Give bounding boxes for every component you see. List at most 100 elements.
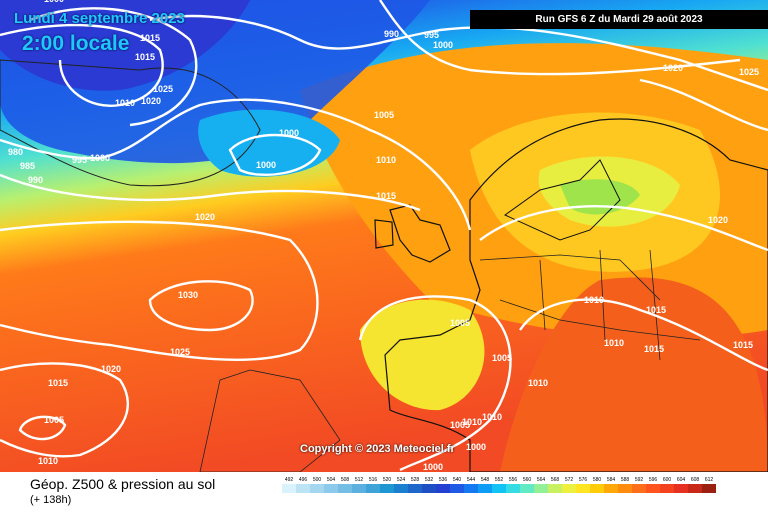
copyright-notice: Copyright © 2023 Meteociel.fr [300, 443, 455, 455]
isobar [29, 7, 198, 127]
scale-value: 520 [382, 477, 392, 483]
country-borders [479, 249, 701, 361]
scale-step: 556 [506, 476, 520, 493]
europe-coastline [384, 118, 768, 472]
isobar-label: 1010 [38, 456, 58, 466]
scale-step: 508 [338, 476, 352, 493]
scandinavia-coastline [504, 159, 621, 241]
geopotential-field-iberia [360, 299, 485, 411]
isobar-label: 995 [72, 155, 87, 165]
scale-value: 600 [662, 477, 672, 483]
isobar-label: 1005 [374, 110, 394, 120]
scale-swatch [548, 484, 562, 493]
isobar-label: 1005 [44, 415, 64, 425]
isobar-label: 1000 [433, 40, 453, 50]
scale-swatch [310, 484, 324, 493]
isobar-label: 1015 [135, 52, 155, 62]
scale-value: 524 [396, 477, 406, 483]
scale-swatch [576, 484, 590, 493]
isobar-label: 1025 [153, 84, 173, 94]
isobar [379, 0, 741, 76]
scale-value: 540 [452, 477, 462, 483]
scale-value: 584 [606, 477, 616, 483]
scale-value: 512 [354, 477, 364, 483]
scale-value: 596 [648, 477, 658, 483]
isobar-label: 1000 [466, 442, 486, 452]
isobar [358, 295, 512, 472]
isobar-label: 1000 [44, 0, 64, 4]
scale-swatch [380, 484, 394, 493]
scale-step: 504 [324, 476, 338, 493]
scale-step: 524 [394, 476, 408, 493]
scale-value: 532 [424, 477, 434, 483]
scale-value: 572 [564, 477, 574, 483]
scale-step: 528 [408, 476, 422, 493]
isobar-label: 990 [28, 175, 43, 185]
scale-step: 584 [604, 476, 618, 493]
scale-step: 576 [576, 476, 590, 493]
isobar-label: 1015 [644, 344, 664, 354]
isobar-label: 995 [424, 30, 439, 40]
isobar-label: 1000 [423, 462, 443, 472]
scale-step: 552 [492, 476, 506, 493]
scale-value: 492 [284, 477, 294, 483]
scale-swatch [422, 484, 436, 493]
scale-value: 592 [634, 477, 644, 483]
scale-value: 528 [410, 477, 420, 483]
scale-value: 564 [536, 477, 546, 483]
forecast-date: Lundi 4 septembre 2023 [14, 10, 185, 27]
scale-step: 548 [478, 476, 492, 493]
scale-step: 568 [548, 476, 562, 493]
scale-value: 552 [494, 477, 504, 483]
map-title: Géop. Z500 & pression au sol [30, 476, 216, 492]
scale-step: 560 [520, 476, 534, 493]
isobar-label: 1020 [708, 215, 728, 225]
scale-value: 556 [508, 477, 518, 483]
scale-step: 516 [366, 476, 380, 493]
isobar-label: 1015 [646, 305, 666, 315]
scale-swatch [352, 484, 366, 493]
scale-step: 492 [282, 476, 296, 493]
isobar-label: 1000 [256, 160, 276, 170]
isobar [479, 205, 768, 252]
scale-step: 520 [380, 476, 394, 493]
isobar [0, 362, 130, 458]
isobar-label: 1005 [492, 353, 512, 363]
scale-swatch [674, 484, 688, 493]
scale-value: 496 [298, 477, 308, 483]
isobar-label: 1005 [450, 420, 470, 430]
scale-step: 564 [534, 476, 548, 493]
scale-swatch [562, 484, 576, 493]
isobar [149, 14, 768, 92]
isobar-label: 1020 [195, 212, 215, 222]
isobar [639, 78, 768, 132]
greenland-coastline [0, 59, 261, 187]
map-canvas: 1015 1015 1025 1020 1010 1000 980 985 99… [0, 0, 768, 472]
isobar-label: 985 [20, 161, 35, 171]
scale-step: 500 [310, 476, 324, 493]
isobar-label: 1010 [462, 417, 482, 427]
isobar-label: 1020 [101, 364, 121, 374]
scale-swatch [436, 484, 450, 493]
scale-swatch [296, 484, 310, 493]
scale-step: 544 [464, 476, 478, 493]
scale-value: 568 [550, 477, 560, 483]
isobar [0, 23, 164, 107]
isobar-label: 1015 [48, 378, 68, 388]
scale-step: 596 [646, 476, 660, 493]
scale-swatch [660, 484, 674, 493]
isobar [0, 220, 319, 362]
scale-step: 580 [590, 476, 604, 493]
scale-swatch [506, 484, 520, 493]
isobar-label: 1010 [528, 378, 548, 388]
scale-step: 532 [422, 476, 436, 493]
isobar-label: 1010 [482, 412, 502, 422]
weather-map: 1015 1015 1025 1020 1010 1000 980 985 99… [0, 0, 768, 472]
isobar-label: 980 [8, 147, 23, 157]
isobar-label: 1025 [739, 67, 759, 77]
scale-step: 536 [436, 476, 450, 493]
scale-value: 604 [676, 477, 686, 483]
scale-swatch [394, 484, 408, 493]
scale-step: 496 [296, 476, 310, 493]
isobar [18, 415, 67, 441]
